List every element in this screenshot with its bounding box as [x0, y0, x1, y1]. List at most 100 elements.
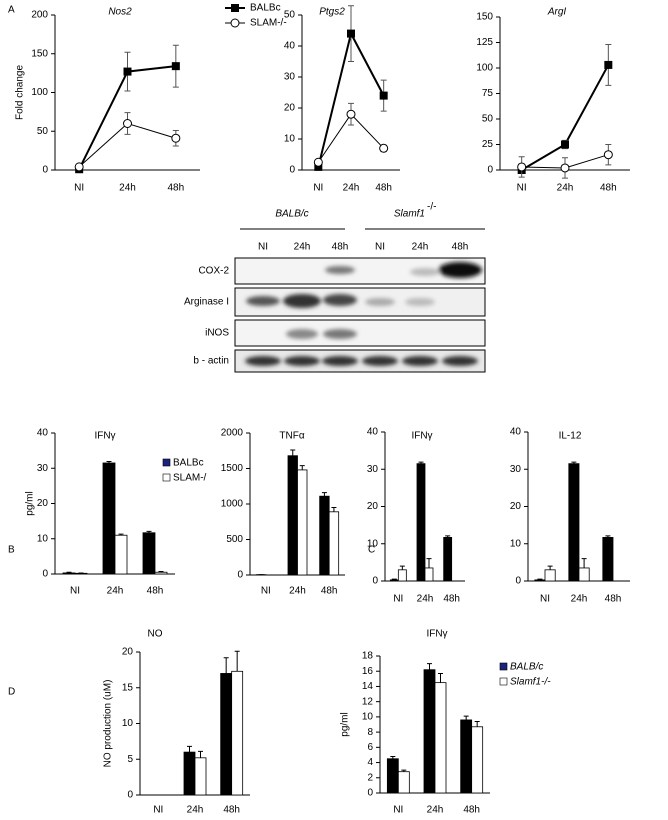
legend-label: SLAM-/-	[250, 18, 287, 29]
legend-label: BALBc	[250, 3, 281, 14]
marker	[560, 163, 570, 173]
panel-letter: B	[8, 545, 15, 556]
bar	[460, 719, 473, 794]
error-bar	[118, 533, 124, 536]
error-bar	[401, 769, 407, 772]
error-bar	[581, 558, 587, 568]
lane-label: 48h	[332, 242, 349, 253]
y-tick-label: 0	[487, 165, 493, 176]
bar	[578, 567, 590, 582]
bar	[423, 669, 436, 794]
y-tick-label: 10	[122, 718, 134, 729]
y-tick-label: 50	[37, 126, 49, 137]
x-tick-label: 48h	[167, 183, 184, 194]
y-tick-label: 16	[362, 666, 374, 677]
y-axis-label: NO production (uM)	[103, 680, 114, 768]
y-tick-label: 2000	[221, 428, 244, 439]
line	[521, 64, 610, 171]
bar	[389, 579, 399, 582]
x-tick-label: 24h	[571, 594, 588, 605]
y-tick-label: 20	[37, 498, 49, 509]
marker	[346, 109, 356, 119]
legend-label: SLAM-/	[173, 473, 207, 484]
marker	[379, 143, 389, 153]
y-tick-label: 18	[362, 651, 374, 662]
chart-title: IL-12	[559, 431, 582, 442]
bar	[183, 751, 196, 796]
error-bar	[234, 650, 240, 672]
y-tick-label: 50	[482, 114, 494, 125]
bar	[397, 569, 407, 582]
bar	[62, 572, 76, 575]
y-tick-label: 15	[122, 682, 134, 693]
y-tick-label: 5	[127, 754, 133, 765]
bands	[245, 262, 482, 366]
error-bar	[321, 492, 327, 497]
marker	[123, 119, 132, 128]
error-bar	[418, 461, 424, 464]
error-bar	[66, 571, 72, 573]
bar	[544, 569, 556, 582]
bar	[220, 673, 233, 796]
bar	[231, 670, 244, 796]
lane-label: NI	[375, 242, 385, 253]
chart-title: Ptgs2	[319, 7, 345, 18]
x-tick-label: NI	[74, 183, 84, 194]
chart-title: Nos2	[108, 7, 132, 18]
bar	[154, 571, 168, 575]
x-tick-label: 24h	[289, 586, 306, 597]
legend-swatch	[162, 473, 171, 482]
error-bar	[537, 578, 543, 580]
error-bar	[427, 663, 432, 670]
x-tick-label: NI	[313, 183, 323, 194]
y-tick-label: 150	[31, 48, 48, 59]
y-tick-label: 0	[372, 576, 378, 587]
error-bar	[198, 750, 203, 758]
y-tick-label: 2	[367, 772, 373, 783]
legend-marker	[231, 4, 239, 12]
y-tick-label: 500	[226, 534, 243, 545]
y-tick-label: 100	[31, 87, 48, 98]
legend-swatch	[162, 458, 171, 467]
row-label: b - actin	[193, 356, 229, 367]
row-label: iNOS	[205, 328, 229, 339]
y-tick-label: 10	[37, 533, 49, 544]
error-bar	[106, 461, 112, 463]
y-tick-label: 14	[362, 681, 374, 692]
marker	[123, 67, 132, 76]
chart-title: ArgI	[547, 7, 567, 18]
x-tick-label: 48h	[375, 183, 392, 194]
x-tick-label: NI	[70, 586, 80, 597]
x-tick-label: NI	[517, 183, 527, 194]
marker	[603, 150, 613, 160]
chart-title: IFNγ	[94, 431, 115, 442]
marker	[171, 62, 180, 71]
legend-label: BALB/c	[510, 662, 543, 673]
y-tick-label: 0	[237, 570, 243, 581]
y-tick-label: 8	[367, 727, 373, 738]
x-tick-label: 24h	[427, 805, 444, 816]
y-tick-label: 40	[367, 427, 379, 438]
bar	[443, 537, 453, 582]
bar	[386, 758, 399, 794]
chart-title: TNFα	[279, 431, 304, 442]
x-tick-label: NI	[393, 594, 403, 605]
legend-swatch	[499, 677, 508, 686]
y-tick-label: 20	[510, 501, 522, 512]
group-label: BALB/c	[275, 209, 308, 220]
bar	[534, 579, 546, 582]
chart-title: IFNγ	[426, 629, 447, 640]
bar	[568, 463, 580, 582]
error-bar	[299, 465, 305, 470]
bar	[114, 534, 128, 575]
panel-letter: C	[368, 545, 375, 556]
y-tick-label: 125	[476, 37, 493, 48]
bar	[602, 537, 614, 582]
marker	[347, 29, 355, 38]
x-tick-label: 48h	[321, 586, 338, 597]
error-bar	[463, 715, 469, 720]
error-bar	[331, 507, 337, 512]
y-tick-label: 40	[37, 428, 49, 439]
error-bar	[391, 578, 397, 580]
group-superscript: -/-	[427, 202, 436, 213]
